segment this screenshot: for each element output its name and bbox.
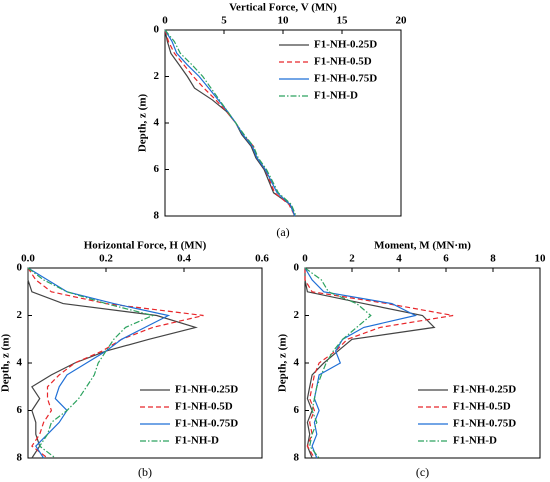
series-line [164,29,297,217]
series-line [304,267,372,459]
x-tick-label: 5 [221,15,227,27]
series-line [27,268,198,459]
x-tick-label: 8 [490,253,496,265]
x-axis-title: Moment, M (MN·m) [374,240,471,252]
y-axis-title: Depth, z (m) [0,333,12,392]
series-line [164,29,296,217]
x-tick-label: 0.0 [21,253,35,265]
x-tick-label: 15 [337,15,349,27]
x-tick-label: 0 [162,15,168,27]
x-tick-label: 20 [396,15,408,27]
y-tick-label: 4 [154,117,160,129]
x-axis-title: Horizontal Force, H (MN) [84,240,207,252]
y-tick-label: 8 [17,452,23,464]
x-tick-label: 6 [443,253,449,265]
legend-label: F1-NH-0.75D [314,73,377,85]
y-tick-label: 8 [154,210,160,222]
legend-label: F1-NH-D [314,90,358,102]
x-tick-label: 0 [302,253,308,265]
x-tick-label: 0.2 [99,253,113,265]
y-tick-label: 6 [154,163,160,175]
legend-label: F1-NH-0.25D [453,384,516,396]
legend-label: F1-NH-D [453,435,497,447]
x-tick-label: 0.4 [177,253,191,265]
y-axis-title: Depth, z (m) [137,93,149,152]
legend-label: F1-NH-0.75D [453,418,516,430]
x-tick-label: 10 [535,253,547,265]
series-line [304,267,418,459]
series-line [304,268,436,459]
caption: (a) [276,225,289,239]
y-tick-label: 0 [17,262,23,274]
y-tick-label: 6 [17,404,23,416]
caption: (c) [416,465,429,479]
x-axis-title: Vertical Force, V (MN) [229,2,337,14]
y-axis-title: Depth, z (m) [277,333,289,392]
legend-label: F1-NH-0.5D [175,401,233,413]
series-line [164,29,296,217]
legend-label: F1-NH-0.5D [314,56,372,68]
x-tick-label: 0.6 [255,253,269,265]
y-tick-label: 0 [294,262,300,274]
legend-label: F1-NH-0.25D [175,384,238,396]
x-tick-label: 4 [396,253,402,265]
x-tick-label: 10 [278,15,290,27]
y-tick-label: 4 [294,357,300,369]
series-line [27,267,171,459]
legend-label: F1-NH-0.25D [314,39,377,51]
legend-label: F1-NH-D [175,435,219,447]
legend-label: F1-NH-0.75D [175,418,238,430]
y-tick-label: 6 [294,404,300,416]
x-tick-label: 2 [349,253,355,265]
caption: (b) [138,465,152,479]
y-tick-label: 0 [154,24,160,36]
legend-label: F1-NH-0.5D [453,401,511,413]
y-tick-label: 2 [294,309,300,321]
series-line [304,268,454,459]
y-tick-label: 4 [17,357,23,369]
series-line [27,267,155,459]
y-tick-label: 8 [294,452,300,464]
y-tick-label: 2 [154,70,160,82]
y-tick-label: 2 [17,309,23,321]
